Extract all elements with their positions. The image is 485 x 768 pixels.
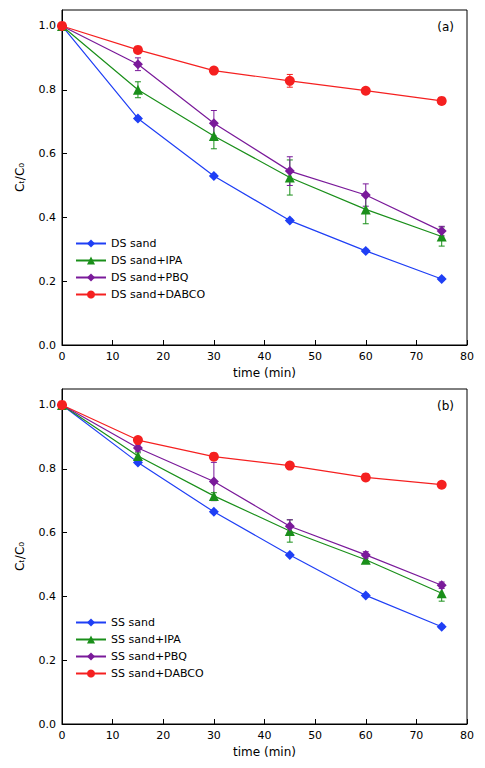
svg-text:0: 0 bbox=[59, 729, 66, 742]
svg-text:0.6: 0.6 bbox=[39, 147, 57, 160]
svg-text:0.0: 0.0 bbox=[39, 339, 57, 352]
svg-text:20: 20 bbox=[156, 729, 170, 742]
svg-text:80: 80 bbox=[460, 350, 474, 363]
svg-text:40: 40 bbox=[258, 350, 272, 363]
svg-text:Cₜ/C₀: Cₜ/C₀ bbox=[13, 542, 27, 571]
svg-text:10: 10 bbox=[106, 350, 120, 363]
svg-text:SS sand: SS sand bbox=[111, 616, 155, 629]
svg-text:0.2: 0.2 bbox=[39, 275, 57, 288]
svg-text:SS sand+IPA: SS sand+IPA bbox=[111, 633, 181, 646]
svg-text:0.0: 0.0 bbox=[39, 718, 57, 731]
svg-text:time (min): time (min) bbox=[233, 745, 296, 759]
svg-text:1.0: 1.0 bbox=[39, 19, 57, 32]
svg-text:40: 40 bbox=[258, 729, 272, 742]
svg-text:time (min): time (min) bbox=[233, 366, 296, 380]
svg-text:0: 0 bbox=[59, 350, 66, 363]
svg-text:(a): (a) bbox=[437, 20, 454, 34]
svg-text:30: 30 bbox=[207, 729, 221, 742]
svg-text:70: 70 bbox=[409, 729, 423, 742]
svg-text:0.8: 0.8 bbox=[39, 462, 57, 475]
svg-text:30: 30 bbox=[207, 350, 221, 363]
svg-text:0.6: 0.6 bbox=[39, 526, 57, 539]
svg-text:SS sand+PBQ: SS sand+PBQ bbox=[111, 650, 187, 663]
svg-text:0.4: 0.4 bbox=[39, 590, 57, 603]
svg-text:(b): (b) bbox=[437, 399, 454, 413]
svg-text:60: 60 bbox=[359, 350, 373, 363]
svg-text:1.0: 1.0 bbox=[39, 398, 57, 411]
svg-text:Cₜ/C₀: Cₜ/C₀ bbox=[13, 163, 27, 192]
svg-text:0.2: 0.2 bbox=[39, 654, 57, 667]
svg-text:DS sand+DABCO: DS sand+DABCO bbox=[111, 288, 205, 301]
svg-text:20: 20 bbox=[156, 350, 170, 363]
svg-text:0.8: 0.8 bbox=[39, 83, 57, 96]
svg-text:70: 70 bbox=[409, 350, 423, 363]
svg-text:0.4: 0.4 bbox=[39, 211, 57, 224]
svg-text:DS sand: DS sand bbox=[111, 237, 156, 250]
svg-text:80: 80 bbox=[460, 729, 474, 742]
svg-text:10: 10 bbox=[106, 729, 120, 742]
svg-text:50: 50 bbox=[308, 350, 322, 363]
svg-text:DS sand+IPA: DS sand+IPA bbox=[111, 254, 183, 267]
svg-text:60: 60 bbox=[359, 729, 373, 742]
svg-text:50: 50 bbox=[308, 729, 322, 742]
svg-text:SS sand+DABCO: SS sand+DABCO bbox=[111, 667, 204, 680]
svg-text:DS sand+PBQ: DS sand+PBQ bbox=[111, 271, 189, 284]
